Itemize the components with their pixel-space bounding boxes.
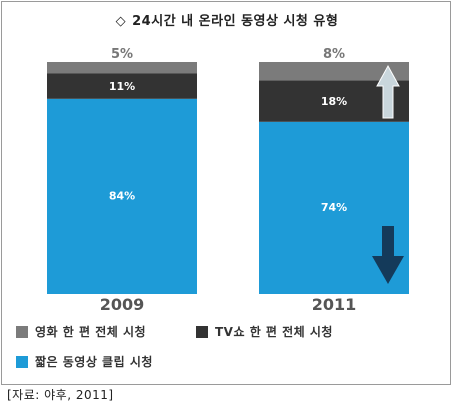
legend-item-tv: TV쇼 한 편 전체 시청 [196, 323, 333, 340]
data-label-2009-2: 5% [111, 47, 133, 62]
bar-segment-2009-2 [47, 62, 197, 74]
data-label-2011-0: 74% [321, 201, 347, 214]
legend-label-clip: 짧은 동영상 클립 시청 [35, 355, 153, 369]
up-arrow-icon [376, 64, 400, 119]
legend-item-clip: 짧은 동영상 클립 시청 [16, 353, 153, 370]
stacked-bar-chart: 84% 11% 5% 2009 74% 18% 8% 2011 [47, 47, 409, 314]
legend-item-movie: 영화 한 편 전체 시청 [16, 323, 146, 340]
chart-title-text: 24시간 내 온라인 동영상 시청 유형 [132, 14, 339, 29]
legend-label-tv: TV쇼 한 편 전체 시청 [215, 325, 333, 339]
chart-title: ◇ 24시간 내 온라인 동영상 시청 유형 [0, 10, 454, 29]
down-arrow-icon [372, 226, 404, 284]
legend-swatch-movie [16, 325, 28, 338]
source-note: [자료: 야후, 2011] [7, 388, 114, 402]
bar-segment-2011-2 [259, 62, 409, 81]
data-label-2011-1: 18% [321, 95, 347, 108]
bar-base-2009 [47, 292, 197, 294]
bar-segment-2009-0 [47, 98, 197, 292]
data-label-2011-2: 8% [323, 47, 345, 62]
bar-segment-2009-1 [47, 73, 197, 99]
diamond-icon: ◇ [115, 14, 127, 29]
data-label-2009-0: 84% [109, 189, 135, 202]
legend-swatch-clip [16, 355, 28, 368]
bar-base-2011 [259, 292, 409, 294]
data-label-2009-1: 11% [109, 80, 135, 93]
category-label-2011: 2011 [312, 295, 357, 314]
category-label-2009: 2009 [100, 295, 145, 314]
legend-swatch-tv [196, 325, 208, 338]
legend-label-movie: 영화 한 편 전체 시청 [35, 325, 147, 339]
